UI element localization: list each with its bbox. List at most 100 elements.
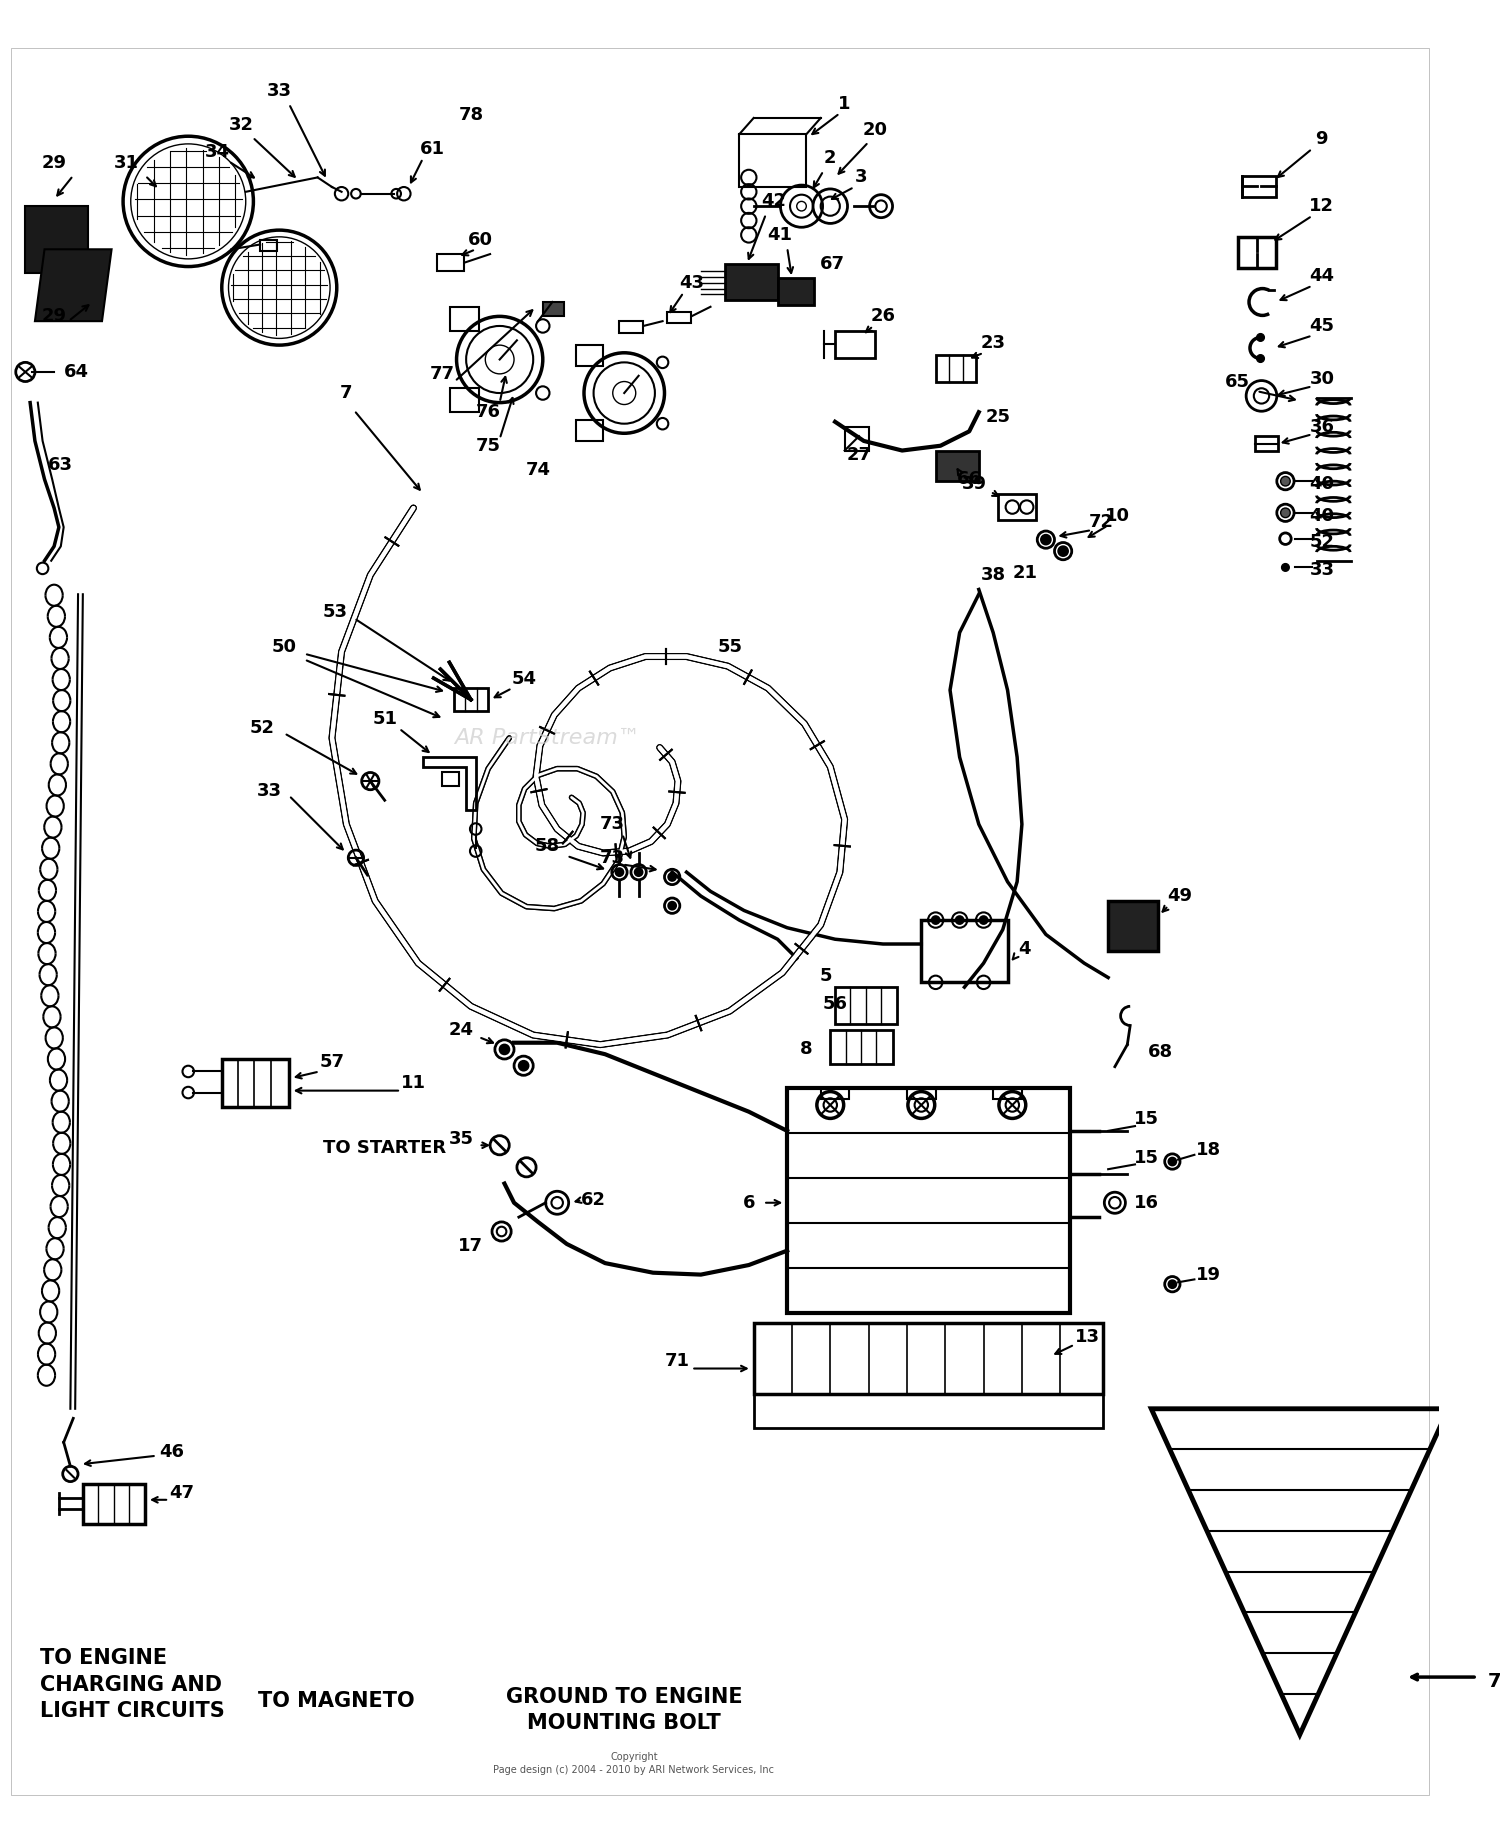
Bar [668,311,692,323]
Text: 62: 62 [580,1191,606,1209]
Text: 15: 15 [1134,1148,1160,1167]
Bar [908,1087,936,1098]
Circle shape [1168,1157,1176,1165]
Circle shape [669,874,676,881]
Circle shape [932,916,939,923]
Polygon shape [34,249,111,321]
Text: 49: 49 [1167,886,1192,905]
Circle shape [1168,1281,1176,1288]
Text: 55: 55 [717,638,742,656]
Text: 30: 30 [1310,370,1335,387]
Text: 52: 52 [1310,533,1335,551]
Text: 74: 74 [525,461,550,479]
Text: 21: 21 [1013,564,1038,582]
Text: 26: 26 [870,308,895,326]
Bar [450,389,478,413]
Text: 43: 43 [680,275,703,291]
Text: 20: 20 [862,120,888,138]
Circle shape [1281,475,1290,487]
Text: 33: 33 [267,83,292,100]
Circle shape [1041,534,1050,544]
Bar [831,1030,892,1063]
Text: 60: 60 [468,230,494,249]
Text: GROUND TO ENGINE
MOUNTING BOLT: GROUND TO ENGINE MOUNTING BOLT [506,1686,742,1732]
Text: 9: 9 [1316,131,1328,147]
Bar [788,1087,1070,1312]
Bar [836,330,876,358]
Bar [740,135,807,186]
Text: 57: 57 [320,1052,345,1071]
Bar [620,321,644,334]
Bar [1108,901,1158,951]
Text: 1: 1 [839,94,850,112]
Text: 6: 6 [742,1194,754,1211]
Text: 50: 50 [272,638,297,656]
Text: 23: 23 [981,334,1005,352]
Text: 18: 18 [1196,1141,1221,1159]
Text: 40: 40 [1310,507,1335,525]
Text: 10: 10 [1106,507,1130,525]
Circle shape [1257,354,1264,363]
Bar [753,1323,1104,1395]
Text: 25: 25 [986,407,1011,426]
Bar [936,450,980,481]
Bar [82,1484,146,1524]
Text: 66: 66 [957,470,981,488]
Bar [921,920,1008,982]
Text: 77: 77 [429,365,454,383]
Text: 51: 51 [372,710,398,728]
Text: 42: 42 [760,192,786,210]
Text: 56: 56 [822,995,848,1014]
Text: Copyright
Page design (c) 2004 - 2010 by ARI Network Services, Inc: Copyright Page design (c) 2004 - 2010 by… [494,1751,774,1775]
Bar [450,306,478,330]
Text: 7: 7 [340,383,352,402]
Bar [576,420,603,440]
Bar [998,494,1036,520]
Text: 40: 40 [1310,475,1335,494]
Text: 67: 67 [819,254,844,273]
Text: 29: 29 [42,308,66,326]
Text: 47: 47 [170,1484,194,1502]
Circle shape [615,868,624,875]
Bar [442,772,459,785]
Text: 33: 33 [1310,562,1335,579]
Polygon shape [26,206,87,273]
Text: 13: 13 [1074,1329,1100,1345]
Circle shape [669,901,676,910]
Text: 12: 12 [1310,197,1335,216]
Text: 35: 35 [448,1130,474,1148]
Text: 44: 44 [1310,267,1335,286]
Text: 2: 2 [824,149,837,168]
Text: 34: 34 [204,142,230,160]
Circle shape [1059,546,1068,557]
Text: 78: 78 [459,107,483,123]
Text: 64: 64 [63,363,88,382]
Text: 24: 24 [448,1021,474,1039]
Bar [936,354,976,382]
Text: 73: 73 [600,815,625,833]
Bar [821,1087,849,1098]
Text: 3: 3 [855,168,867,186]
Text: 46: 46 [159,1443,184,1461]
Bar [993,1087,1022,1098]
Bar [836,988,897,1023]
Text: 65: 65 [1226,372,1250,391]
Circle shape [634,868,642,875]
Text: 15: 15 [1134,1109,1160,1128]
Bar [453,687,488,711]
Text: 29: 29 [42,155,66,171]
Bar [724,264,777,300]
Bar [1256,437,1278,452]
Text: 76: 76 [476,404,501,422]
Text: TO ENGINE
CHARGING AND
LIGHT CIRCUITS: TO ENGINE CHARGING AND LIGHT CIRCUITS [39,1648,225,1721]
Text: 72: 72 [1089,514,1114,531]
Circle shape [1281,564,1290,571]
Text: 45: 45 [1310,317,1335,335]
Circle shape [980,916,987,923]
Text: AR PartStream™: AR PartStream™ [454,728,640,748]
Circle shape [956,916,963,923]
Text: 61: 61 [420,140,446,158]
Bar [543,302,564,317]
Text: 38: 38 [981,566,1005,584]
Text: 31: 31 [114,155,138,171]
